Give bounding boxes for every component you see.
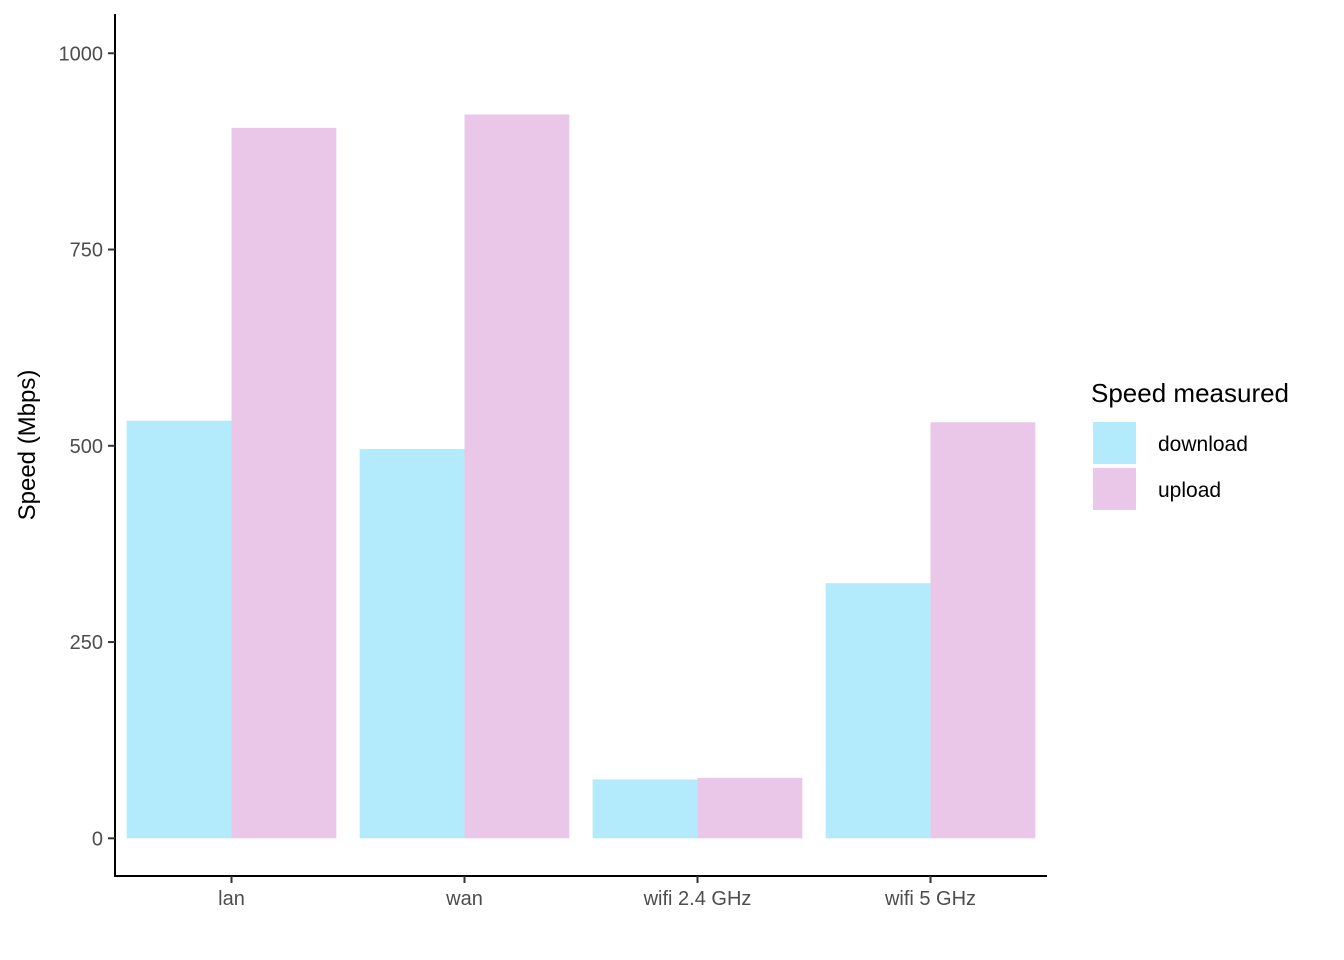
legend-key-download — [1093, 422, 1136, 464]
bar-download-2 — [592, 779, 698, 839]
legend-key-upload — [1093, 468, 1136, 510]
y-axis-ticks: 0 250 500 750 1000 — [59, 43, 115, 850]
bar-upload-0 — [231, 127, 337, 839]
x-tick-label: wifi 2.4 GHz — [643, 888, 752, 910]
y-tick-label: 750 — [70, 240, 103, 262]
bar-upload-2 — [697, 777, 803, 839]
bar-upload-1 — [464, 114, 570, 839]
y-tick-label: 500 — [70, 436, 103, 458]
bar-upload-3 — [930, 422, 1036, 839]
x-axis-ticks: lan wan wifi 2.4 GHz wifi 5 GHz — [218, 876, 976, 910]
bar-download-1 — [359, 448, 465, 839]
legend-label-upload: upload — [1158, 479, 1221, 502]
legend-title: Speed measured — [1091, 378, 1289, 408]
bars-layer — [126, 114, 1036, 839]
y-tick-label: 0 — [92, 828, 103, 850]
x-tick-label: lan — [218, 888, 245, 910]
legend-label-download: download — [1158, 433, 1248, 456]
x-tick-label: wifi 5 GHz — [884, 888, 976, 910]
legend: Speed measured download upload — [1091, 378, 1289, 510]
x-tick-label: wan — [445, 888, 483, 910]
bar-download-3 — [825, 583, 931, 839]
bar-download-0 — [126, 420, 232, 839]
y-tick-label: 1000 — [59, 43, 104, 65]
y-tick-label: 250 — [70, 632, 103, 654]
y-axis-title: Speed (Mbps) — [14, 370, 41, 521]
